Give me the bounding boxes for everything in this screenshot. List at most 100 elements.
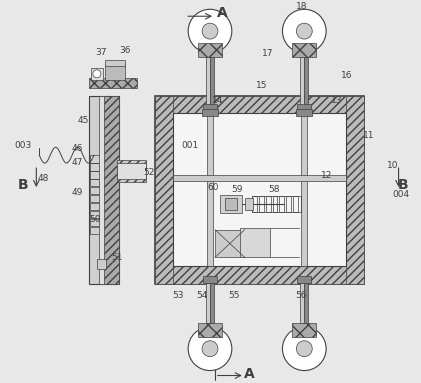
Text: 48: 48 [37,173,49,183]
Circle shape [202,341,218,357]
Circle shape [282,9,326,53]
Bar [346,96,364,284]
Text: 60: 60 [207,183,219,192]
Bar [292,323,316,337]
Bar [103,96,119,284]
Text: 10: 10 [387,160,398,170]
Bar [210,283,214,323]
Bar [105,60,125,66]
Text: 55: 55 [228,291,240,300]
Bar [90,163,102,170]
Bar [90,195,102,202]
Bar [206,57,210,106]
Bar [202,108,218,116]
Text: 14: 14 [212,96,224,105]
Bar [105,64,125,80]
Text: 004: 004 [392,190,409,200]
Text: A: A [216,6,227,20]
Bar [225,198,237,210]
Bar [173,175,346,181]
Bar [301,113,307,266]
Text: 18: 18 [296,2,307,11]
Bar [90,179,102,187]
Bar [296,108,312,116]
Text: 12: 12 [321,170,333,180]
Bar [272,196,277,212]
Bar [90,203,102,210]
Bar [155,96,364,113]
Text: B: B [18,178,29,192]
Bar [90,187,102,195]
Bar [89,96,119,284]
Bar [304,57,308,106]
Bar [173,113,346,266]
Bar [203,103,217,111]
Text: 36: 36 [119,46,131,56]
Text: 56: 56 [296,291,307,300]
Bar [90,155,102,163]
Bar [155,96,364,284]
Bar [90,211,102,218]
Text: 53: 53 [173,291,184,300]
Bar [286,196,291,212]
Text: B: B [398,178,409,192]
Bar [99,96,104,284]
Text: 46: 46 [71,144,83,153]
Bar [304,283,308,323]
Bar [155,96,173,284]
Bar [292,43,316,57]
Bar [240,228,269,257]
Text: 16: 16 [341,71,353,80]
Text: A: A [244,367,255,381]
Circle shape [282,327,326,370]
Circle shape [296,341,312,357]
Bar [297,103,311,111]
Text: 52: 52 [143,167,154,177]
Bar [117,160,147,182]
Bar [245,198,253,210]
Text: 47: 47 [71,158,83,167]
Bar [266,196,271,212]
Text: 13: 13 [331,96,343,105]
Circle shape [296,23,312,39]
Bar [198,323,222,337]
Bar [203,276,217,283]
Bar [258,196,264,212]
Text: 59: 59 [231,185,242,195]
Circle shape [202,23,218,39]
Bar [215,230,245,257]
Bar [297,276,311,283]
Text: 54: 54 [196,291,208,300]
Bar [280,196,285,212]
Bar [97,259,106,269]
Text: 45: 45 [77,116,89,125]
Bar [293,196,298,212]
Bar [300,57,304,106]
Bar [117,163,147,179]
Bar [90,227,102,234]
Bar [198,43,222,57]
Bar [90,219,102,226]
Circle shape [188,327,232,370]
Bar [89,78,136,88]
Bar [91,68,103,80]
Bar [220,195,242,213]
Circle shape [188,9,232,53]
Text: 49: 49 [71,188,83,197]
Text: 003: 003 [15,141,32,150]
Text: 50: 50 [89,215,101,224]
Bar [155,266,364,284]
Bar [252,196,301,212]
Bar [300,283,304,323]
Text: 11: 11 [363,131,375,140]
Bar [252,196,257,212]
Text: 58: 58 [269,185,280,195]
Circle shape [93,70,101,78]
Bar [210,57,214,106]
Bar [207,113,213,266]
Text: 15: 15 [256,81,267,90]
Bar [206,283,210,323]
Text: 37: 37 [95,49,107,57]
Text: 001: 001 [181,141,199,150]
Text: 51: 51 [111,253,123,262]
